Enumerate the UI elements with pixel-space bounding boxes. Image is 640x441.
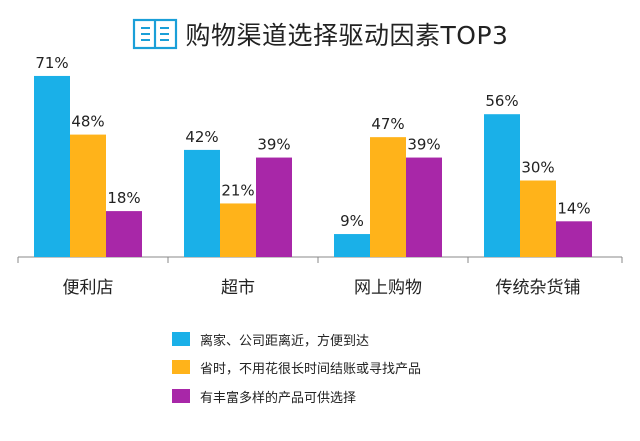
bar [334, 234, 370, 257]
bar [484, 114, 520, 257]
legend-swatch [172, 332, 190, 346]
chart-legend: 离家、公司距离近，方便到达省时，不用花很长时间结账或寻找产品 有丰富多样的产品可供… [172, 320, 492, 420]
bar [220, 203, 256, 257]
data-label: 71% [35, 54, 68, 72]
bar [556, 221, 592, 257]
data-label: 56% [485, 92, 518, 110]
data-label: 9% [340, 212, 364, 230]
category-label: 网上购物 [354, 278, 422, 298]
data-label: 48% [71, 113, 104, 131]
bar [106, 211, 142, 257]
chart-title-group: 购物渠道选择驱动因素TOP3 [0, 14, 640, 54]
category-label: 超市 [221, 278, 255, 298]
category-label: 传统杂货铺 [496, 278, 581, 298]
data-label: 21% [221, 181, 254, 199]
bar [256, 157, 292, 257]
legend-item: 离家、公司距离近，方便到达 [172, 326, 369, 352]
bar [406, 157, 442, 257]
legend-label: 离家、公司距离近，方便到达 [200, 333, 370, 349]
legend-swatch [172, 360, 190, 374]
legend-item: 有丰富多样的产品可供选择 [172, 383, 356, 409]
book-icon [132, 18, 177, 50]
legend-swatch [172, 389, 190, 403]
bar [370, 137, 406, 257]
bar [34, 75, 70, 257]
data-label: 14% [557, 199, 590, 217]
bar [70, 134, 106, 257]
bar [520, 180, 556, 257]
data-label: 39% [407, 136, 440, 154]
bar [184, 149, 220, 257]
bar-chart: 71%48%18%便利店42%21%39%超市9%47%39%网上购物56%30… [17, 54, 623, 298]
chart-title: 购物渠道选择驱动因素TOP3 [185, 21, 509, 50]
legend-item: 省时，不用花很长时间结账或寻找产品 [172, 354, 421, 380]
legend-label: 有丰富多样的产品可供选择 [200, 390, 357, 406]
data-label: 30% [521, 159, 554, 177]
category-label: 便利店 [63, 278, 114, 298]
data-label: 42% [185, 128, 218, 146]
data-label: 47% [371, 115, 404, 133]
data-label: 18% [107, 189, 140, 207]
data-label: 39% [257, 136, 290, 154]
legend-label: 省时，不用花很长时间结账或寻找产品 [200, 361, 422, 377]
